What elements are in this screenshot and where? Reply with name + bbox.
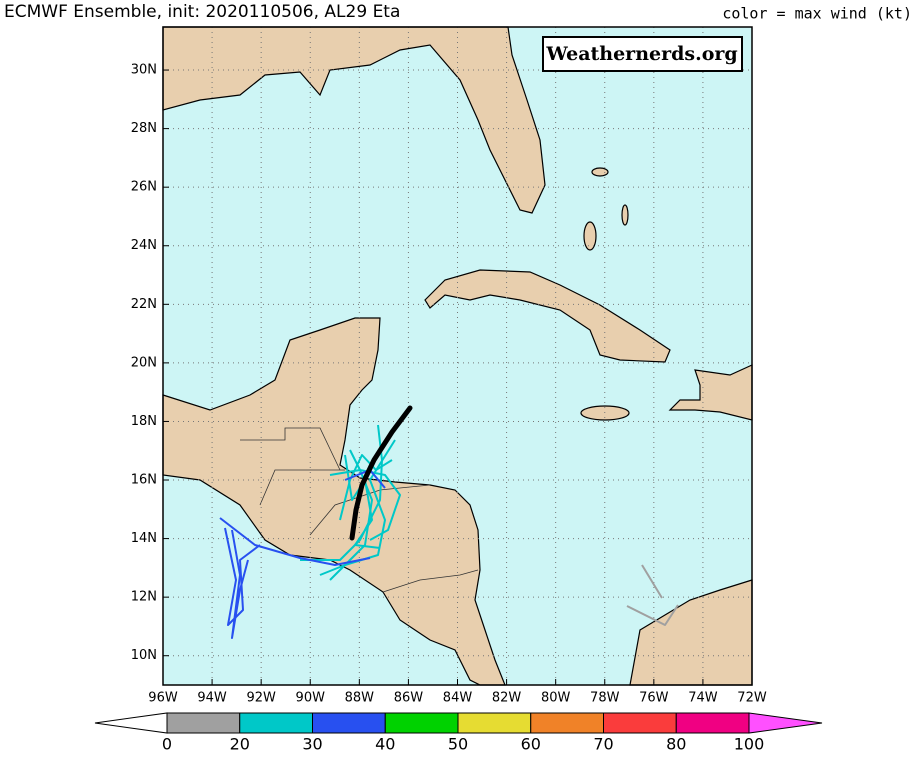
mean-track — [349, 405, 413, 541]
watermark: Weathernerds.org — [545, 43, 737, 65]
y-tick-label: 10N — [131, 648, 157, 663]
bahamas — [591, 167, 609, 177]
colorbar-label: 30 — [302, 735, 322, 754]
central-america — [162, 317, 506, 686]
under-arrow — [94, 712, 168, 734]
track — [339, 454, 393, 521]
y-tick-label: 28N — [131, 121, 157, 136]
colorbar-label: 0 — [162, 735, 172, 754]
over-arrow — [748, 712, 823, 734]
x-tick-label: 86W — [394, 691, 424, 706]
y-tick-label: 20N — [131, 355, 157, 370]
color-box — [239, 712, 313, 734]
y-tick-label: 12N — [131, 590, 157, 605]
color-box — [166, 712, 241, 734]
watermark-box — [542, 36, 743, 72]
track — [641, 564, 663, 599]
border — [259, 469, 345, 506]
color-box — [675, 712, 750, 734]
track — [219, 517, 371, 566]
y-tick-label: 26N — [131, 180, 157, 195]
y-tick-label: 14N — [131, 531, 157, 546]
track — [300, 424, 383, 561]
x-tick-label: 84W — [443, 691, 473, 706]
track — [231, 529, 249, 639]
tracks — [219, 405, 679, 639]
color-box — [603, 712, 677, 734]
border — [240, 427, 341, 471]
colorbar-label: 80 — [666, 735, 686, 754]
land — [162, 26, 753, 686]
y-tick-label: 18N — [131, 414, 157, 429]
y-tick-label: 16N — [131, 473, 157, 488]
colorbar-label: 70 — [593, 735, 613, 754]
cuba — [424, 269, 671, 363]
colorbar-label: 40 — [375, 735, 395, 754]
hispaniola — [668, 364, 753, 421]
legend-note: color = max wind (kt) — [722, 5, 912, 23]
x-tick-label: 96W — [148, 691, 178, 706]
x-tick-label: 90W — [296, 691, 326, 706]
bahamas — [621, 204, 629, 226]
bahamas — [583, 221, 597, 251]
colorbar: 0 20 30 40 50 60 70 80 100 — [94, 712, 823, 754]
x-tick-label: 72W — [737, 691, 767, 706]
color-box — [457, 712, 532, 734]
colorbar-label: 60 — [521, 735, 541, 754]
border — [382, 569, 479, 593]
track — [626, 604, 679, 626]
x-tick-label: 80W — [541, 691, 571, 706]
x-tick-label: 92W — [246, 691, 276, 706]
usa — [162, 26, 546, 214]
x-tick-label: 78W — [590, 691, 620, 706]
x-tick-label: 82W — [492, 691, 522, 706]
track — [344, 454, 381, 549]
title: ECMWF Ensemble, init: 2020110506, AL29 E… — [4, 2, 400, 22]
x-tick-label: 88W — [345, 691, 375, 706]
colorbar-label: 50 — [448, 735, 468, 754]
x-tick-label: 94W — [197, 691, 227, 706]
track — [224, 527, 261, 626]
x-tick-label: 74W — [688, 691, 718, 706]
y-tick-label: 30N — [131, 63, 157, 78]
y-tick-label: 24N — [131, 238, 157, 253]
colorbar-label: 100 — [734, 735, 765, 754]
y-tick-label: 22N — [131, 297, 157, 312]
x-tick-label: 76W — [639, 691, 669, 706]
color-box — [312, 712, 386, 734]
color-box — [384, 712, 459, 734]
color-box — [530, 712, 604, 734]
colorbar-label: 20 — [230, 735, 250, 754]
